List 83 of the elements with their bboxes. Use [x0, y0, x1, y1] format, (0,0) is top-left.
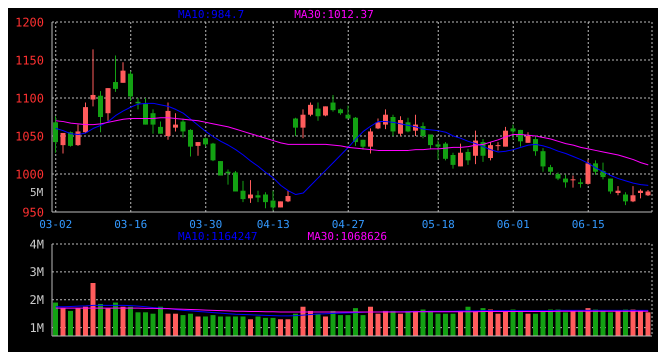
- candlestick: [488, 142, 493, 161]
- candlestick: [383, 108, 388, 130]
- candlestick: [570, 175, 576, 188]
- text: MA30:1068626: [307, 230, 387, 243]
- candlestick: [450, 152, 456, 170]
- candlestick: [623, 192, 628, 206]
- candlestick: [300, 108, 306, 139]
- line-series: [55, 304, 649, 316]
- x-tick-label: 03-16: [114, 218, 148, 231]
- candlestick: [346, 105, 350, 120]
- candlestick: [226, 168, 230, 186]
- candlestick: [578, 178, 583, 188]
- candlestick: [428, 134, 433, 150]
- candlestick: [196, 142, 200, 156]
- candlestick: [60, 132, 66, 154]
- candlestick: [90, 48, 96, 107]
- candlestick: [150, 108, 156, 134]
- candlestick: [398, 116, 403, 136]
- candlestick: [76, 124, 80, 146]
- candlestick: [533, 136, 538, 156]
- candlestick: [510, 124, 516, 140]
- candlestick: [496, 142, 500, 151]
- candlestick: [376, 118, 380, 130]
- candlestick: [293, 117, 298, 136]
- candlestick: [466, 148, 470, 166]
- x-tick-label: 03-02: [39, 218, 72, 231]
- candlestick: [180, 118, 186, 138]
- candlestick: [586, 159, 590, 186]
- candlestick: [120, 62, 126, 84]
- y-tick-label: 1M: [30, 320, 44, 335]
- candlestick: [548, 164, 553, 176]
- candlestick: [540, 148, 546, 172]
- y-tick-label: 1200: [15, 15, 44, 30]
- candlestick: [263, 192, 268, 209]
- x-tick-label: 05-18: [422, 218, 455, 231]
- candlestick: [443, 142, 448, 161]
- y-tick-label: 1100: [15, 91, 44, 106]
- candlestick: [616, 186, 620, 196]
- candlestick: [316, 102, 320, 122]
- candlestick: [218, 160, 223, 176]
- candlestick: [233, 170, 238, 192]
- candlestick: [563, 174, 568, 188]
- y-tick-label: 950: [22, 205, 44, 220]
- candlestick: [390, 114, 396, 136]
- x-tick-label: 04-27: [332, 218, 365, 231]
- candlestick: [158, 121, 163, 134]
- y-tick-label: 1150: [15, 53, 44, 68]
- x-tick-label: 06-15: [572, 218, 605, 231]
- x-tick-label: 06-01: [496, 218, 530, 231]
- candlestick: [270, 190, 276, 211]
- candlestick: [286, 190, 290, 203]
- candlestick: [630, 186, 636, 203]
- text: 5M: [30, 186, 44, 199]
- text: MA10:1164247: [178, 230, 258, 243]
- candlestick: [638, 188, 643, 199]
- candlestick: [53, 116, 58, 154]
- candlestick: [240, 180, 246, 203]
- candlestick: [330, 94, 336, 112]
- candlestick: [128, 70, 133, 102]
- candlestick: [608, 178, 613, 194]
- candlestick: [113, 54, 118, 92]
- candlestick: [203, 137, 208, 148]
- candlestick: [368, 128, 373, 154]
- y-tick-label: 1000: [15, 167, 44, 182]
- text: MA30:1012.37: [294, 8, 374, 21]
- y-tick-label: 1050: [15, 129, 44, 144]
- candlestick: [188, 128, 193, 158]
- y-tick-label: 3M: [30, 265, 44, 280]
- x-tick-label: 04-13: [256, 218, 290, 231]
- candlestick: [308, 102, 313, 117]
- candlestick: [173, 112, 178, 132]
- candlestick: [98, 90, 103, 133]
- candlestick: [458, 143, 463, 167]
- candlestick: [68, 130, 73, 148]
- candlestick: [526, 132, 530, 144]
- text: MA10:984.7: [178, 8, 244, 21]
- x-tick-label: 03-30: [189, 218, 222, 231]
- candlestick: [248, 180, 253, 204]
- y-tick-label: 2M: [30, 293, 44, 308]
- candlestick: [210, 142, 216, 162]
- y-tick-label: 4M: [30, 237, 44, 252]
- candlestick: [136, 98, 140, 110]
- candlestick: [420, 122, 426, 139]
